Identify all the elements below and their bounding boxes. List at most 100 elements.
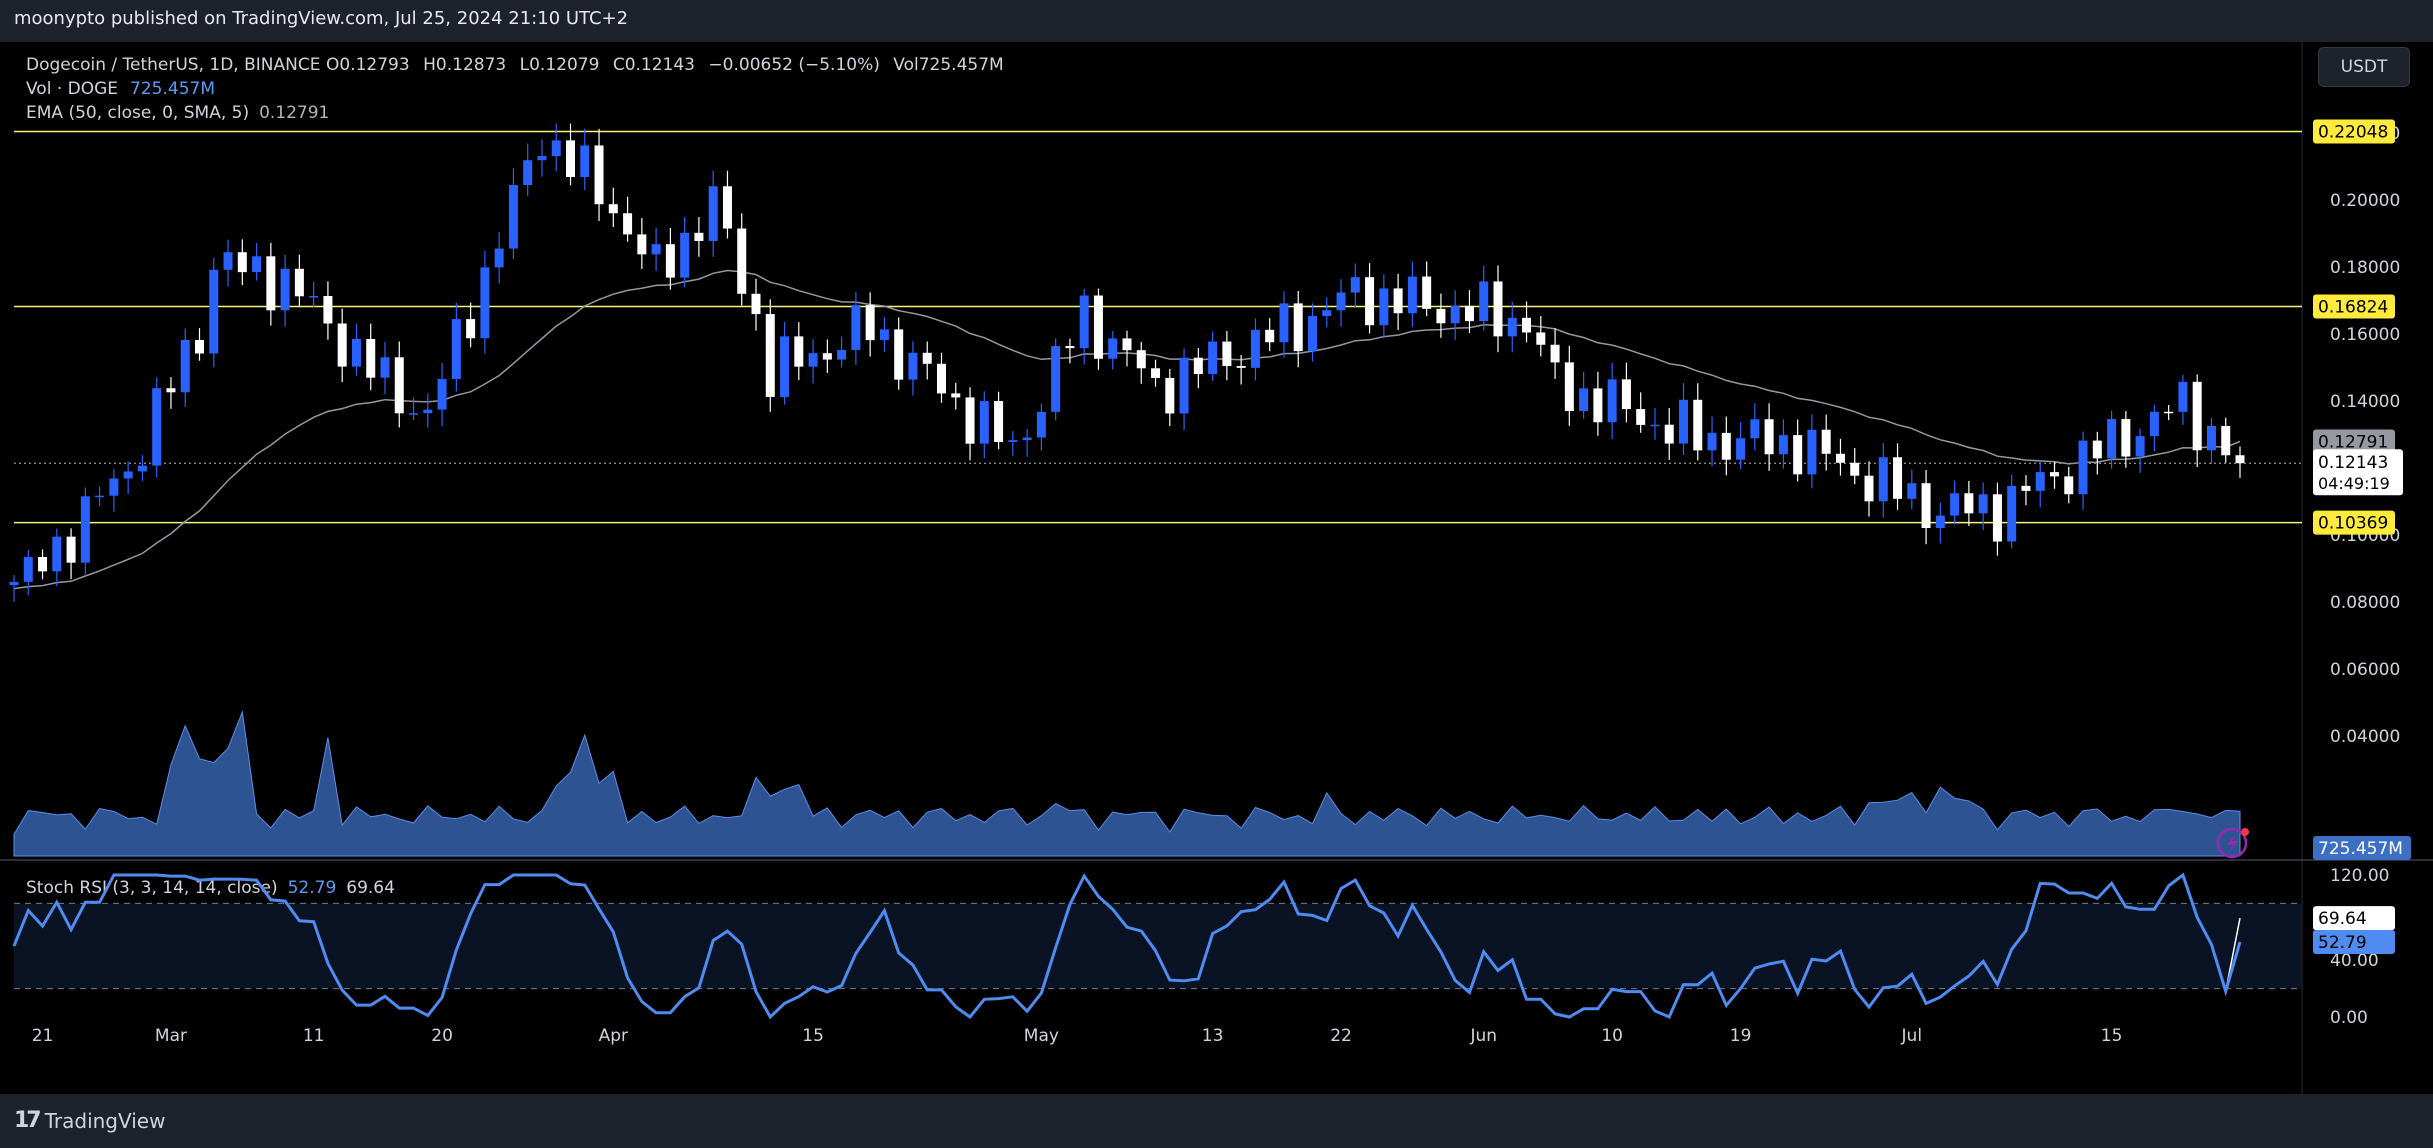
- candle[interactable]: [309, 281, 319, 307]
- candle[interactable]: [1036, 403, 1046, 451]
- candle[interactable]: [551, 123, 561, 172]
- candle[interactable]: [480, 250, 490, 354]
- candle[interactable]: [765, 299, 775, 412]
- candle[interactable]: [1564, 345, 1574, 426]
- candle[interactable]: [237, 239, 247, 286]
- candle[interactable]: [1664, 408, 1674, 461]
- candle[interactable]: [1850, 448, 1860, 485]
- candle[interactable]: [1636, 392, 1646, 433]
- candle[interactable]: [1051, 338, 1061, 421]
- candle[interactable]: [680, 216, 690, 288]
- candle[interactable]: [1236, 355, 1246, 385]
- candle[interactable]: [1693, 383, 1703, 461]
- candle[interactable]: [1322, 297, 1332, 328]
- candle[interactable]: [708, 170, 718, 257]
- candle[interactable]: [1422, 261, 1432, 317]
- candle[interactable]: [2206, 418, 2216, 464]
- candle[interactable]: [2092, 431, 2102, 475]
- candle[interactable]: [1336, 279, 1346, 327]
- candle[interactable]: [137, 455, 147, 481]
- candle[interactable]: [1293, 291, 1303, 368]
- alert-icon[interactable]: [2216, 827, 2249, 859]
- candle[interactable]: [566, 123, 575, 186]
- candle[interactable]: [1265, 318, 1275, 352]
- candle[interactable]: [466, 302, 476, 348]
- candle[interactable]: [1921, 469, 1931, 545]
- candle[interactable]: [1707, 416, 1717, 467]
- candle[interactable]: [808, 339, 818, 384]
- candle[interactable]: [1108, 331, 1118, 370]
- candle[interactable]: [2064, 466, 2074, 504]
- candle[interactable]: [252, 243, 262, 281]
- candle[interactable]: [751, 278, 761, 331]
- candle[interactable]: [1579, 371, 1589, 419]
- candle[interactable]: [1907, 469, 1917, 510]
- candle[interactable]: [1878, 443, 1888, 518]
- candle[interactable]: [2035, 461, 2045, 508]
- candle[interactable]: [1821, 414, 1831, 471]
- candle[interactable]: [351, 323, 361, 376]
- candle[interactable]: [580, 128, 590, 190]
- candle[interactable]: [494, 231, 504, 284]
- candle[interactable]: [380, 341, 390, 395]
- candle[interactable]: [1621, 362, 1631, 423]
- candle[interactable]: [822, 339, 832, 373]
- candle[interactable]: [1136, 342, 1146, 384]
- candle[interactable]: [366, 323, 376, 391]
- candle[interactable]: [2021, 475, 2031, 506]
- candle[interactable]: [1222, 330, 1232, 381]
- candle[interactable]: [1464, 290, 1474, 334]
- candle[interactable]: [2050, 462, 2059, 489]
- candle[interactable]: [1079, 288, 1089, 365]
- candle[interactable]: [280, 254, 290, 327]
- price-chart[interactable]: Dogecoin / TetherUS, 1D, BINANCE O0.1279…: [0, 42, 2433, 1094]
- candle[interactable]: [1165, 368, 1175, 427]
- candle[interactable]: [965, 387, 975, 461]
- candle[interactable]: [109, 468, 119, 512]
- candle[interactable]: [323, 281, 333, 340]
- candle[interactable]: [865, 292, 875, 357]
- candle[interactable]: [1736, 422, 1746, 470]
- candle[interactable]: [2178, 374, 2188, 425]
- candle[interactable]: [1522, 301, 1532, 343]
- candle[interactable]: [951, 382, 961, 410]
- candle[interactable]: [1022, 428, 1032, 457]
- candle[interactable]: [737, 213, 747, 306]
- candle[interactable]: [1679, 383, 1688, 456]
- candle[interactable]: [979, 391, 989, 459]
- candle[interactable]: [66, 528, 76, 580]
- candle[interactable]: [1122, 330, 1132, 367]
- candle[interactable]: [1365, 263, 1375, 334]
- candle[interactable]: [1835, 438, 1845, 476]
- candle[interactable]: [851, 292, 861, 365]
- candle[interactable]: [1893, 443, 1903, 510]
- candle[interactable]: [1193, 347, 1203, 389]
- candle[interactable]: [80, 487, 90, 575]
- candle[interactable]: [2135, 428, 2145, 473]
- candle[interactable]: [166, 377, 176, 409]
- candle[interactable]: [1764, 403, 1774, 471]
- candle[interactable]: [2121, 411, 2131, 468]
- candle[interactable]: [1407, 261, 1417, 327]
- currency-button[interactable]: USDT: [2318, 47, 2410, 87]
- candle[interactable]: [922, 341, 932, 380]
- candle[interactable]: [794, 322, 804, 381]
- candle[interactable]: [1650, 408, 1660, 440]
- candle[interactable]: [95, 486, 105, 507]
- candle[interactable]: [1151, 359, 1161, 387]
- candle[interactable]: [294, 254, 304, 308]
- candle[interactable]: [9, 575, 19, 602]
- candle[interactable]: [195, 328, 204, 361]
- candle[interactable]: [1607, 362, 1617, 439]
- candle[interactable]: [1793, 419, 1803, 482]
- candle[interactable]: [1864, 461, 1874, 517]
- candle[interactable]: [651, 227, 661, 271]
- candle[interactable]: [1350, 263, 1360, 308]
- candle[interactable]: [722, 170, 732, 239]
- candle[interactable]: [2107, 410, 2117, 469]
- candle[interactable]: [608, 187, 618, 228]
- candle[interactable]: [2235, 446, 2245, 478]
- candle[interactable]: [2007, 474, 2017, 549]
- candle[interactable]: [266, 242, 276, 326]
- candle[interactable]: [908, 341, 918, 396]
